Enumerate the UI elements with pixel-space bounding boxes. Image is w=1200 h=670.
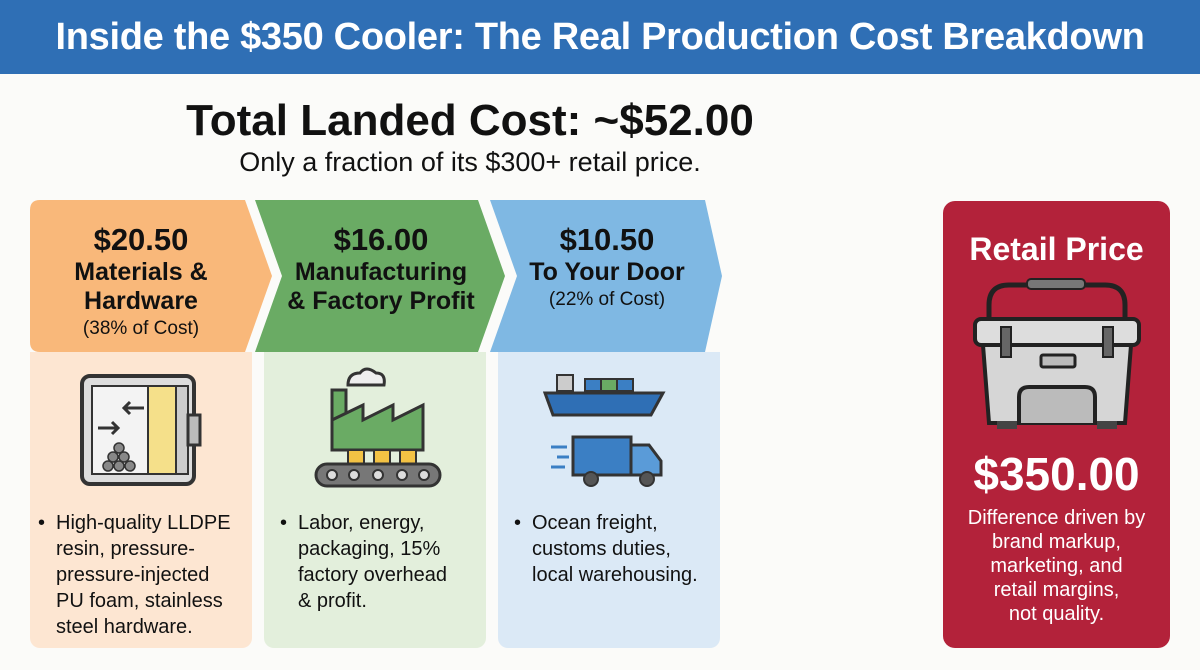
truck-icon [551, 435, 663, 487]
retail-title: Retail Price [969, 231, 1144, 267]
total-landed-cost: Total Landed Cost: ~$52.00 [186, 96, 754, 145]
stage-1-pct: (38% of Cost) [82, 318, 200, 339]
description-line: retail margins, [993, 579, 1120, 601]
bullet-line: customs duties, [532, 538, 671, 560]
stage-2-label: & Factory Profit [287, 287, 475, 315]
description-line: brand markup, [992, 531, 1121, 553]
bullet-line: factory overhead [298, 564, 447, 586]
title-banner: Inside the $350 Cooler: The Real Product… [0, 0, 1200, 74]
bullet-line: Ocean freight, [532, 512, 658, 534]
bullet-dot: • [514, 512, 522, 534]
subtitle: Only a fraction of its $300+ retail pric… [239, 147, 701, 177]
description-line: Difference driven by [967, 507, 1146, 529]
description-line: not quality. [1008, 603, 1105, 625]
stage-3-bullet: • Ocean freight, customs duties, local war… [514, 510, 722, 588]
ship-icon [543, 374, 666, 417]
bullet-line: resin, pressure- [56, 538, 195, 560]
bullet-line: PU foam, stainless [56, 590, 223, 612]
stage-3-arrow [490, 200, 722, 352]
retail-price: $350.00 [973, 448, 1140, 500]
retail-price-card: Retail Price $350.00 Difference driven b… [943, 201, 1170, 648]
cooler-wall-cross-section-icon [80, 374, 202, 486]
stage-1-header: $20.50 Materials & Hardware (38% of Cost… [30, 200, 252, 352]
stage-1-bullet: • High-quality LLDPE resin, pressure-pres… [38, 510, 256, 640]
stage-3-header: $10.50 To Your Door (22% of Cost) [498, 200, 716, 352]
retail-description: Difference driven by brand markup, marketi… [943, 506, 1170, 626]
stage-2-header: $16.00 Manufacturing & Factory Profit [270, 200, 492, 352]
stage-2-price: $16.00 [333, 222, 429, 257]
factory-conveyor-icon [314, 367, 442, 488]
stage-3-price: $10.50 [559, 222, 655, 257]
stage-2-bullet: • Labor, energy, packaging, 15% factory ov… [280, 510, 488, 614]
stage-1-arrow [30, 200, 272, 352]
bullet-dot: • [280, 512, 288, 534]
bullet-line: packaging, 15% [298, 538, 441, 560]
bullet-line: & profit. [298, 590, 367, 612]
stage-2-arrow [255, 200, 505, 352]
bullet-line: pressure-injected [56, 564, 210, 586]
bullet-line: High-quality LLDPE [56, 512, 231, 534]
stage-1-label: Hardware [84, 287, 198, 315]
bullet-dot: • [38, 512, 46, 534]
bullet-line: local warehousing. [532, 564, 698, 586]
stage-3-pct: (22% of Cost) [548, 289, 666, 310]
stage-arrows [30, 200, 722, 352]
stage-2-panel [264, 352, 486, 648]
description-line: marketing, and [990, 555, 1123, 577]
bullet-line: steel hardware. [56, 616, 193, 638]
stage-1-price: $20.50 [93, 222, 189, 257]
stage-1-label: Materials & [74, 258, 208, 286]
stage-3-label: To Your Door [529, 258, 685, 286]
stage-2-label: Manufacturing [294, 258, 468, 286]
ship-and-truck-icon [543, 374, 666, 487]
cooler-icon [973, 278, 1141, 429]
bullet-line: Labor, energy, [298, 512, 425, 534]
